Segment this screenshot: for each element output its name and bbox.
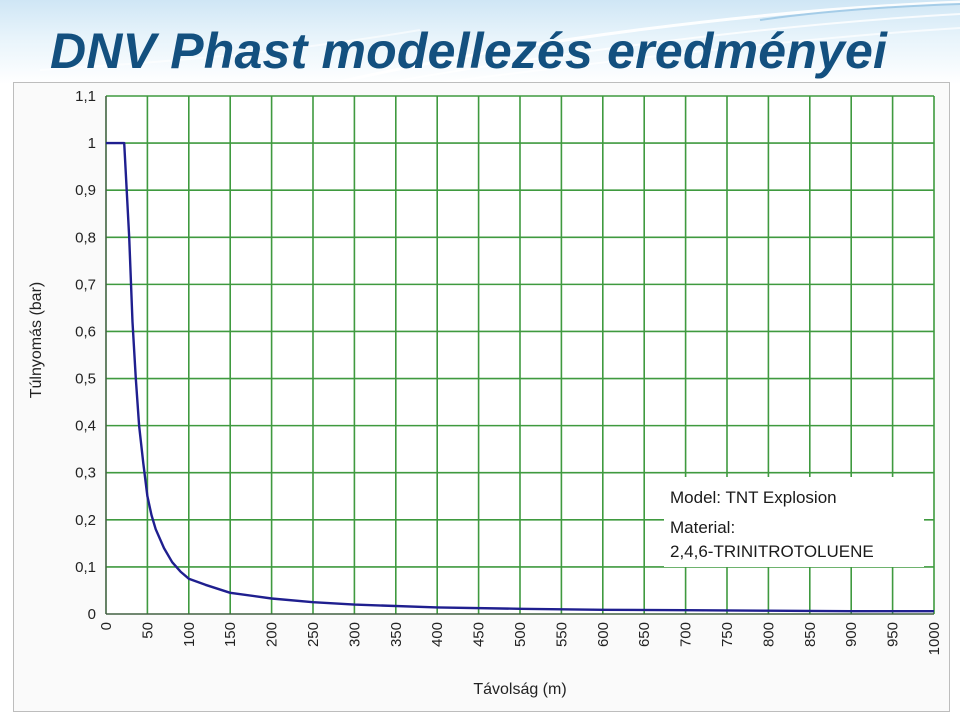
y-axis-label: Túlnyomás (bar) — [28, 282, 45, 398]
x-tick-label: 1000 — [926, 622, 943, 655]
y-tick-label: 0,3 — [75, 465, 96, 482]
y-tick-label: 0 — [88, 606, 96, 623]
x-tick-label: 0 — [98, 622, 115, 630]
x-tick-label: 450 — [471, 622, 488, 647]
x-tick-label: 300 — [346, 622, 363, 647]
x-tick-label: 700 — [678, 622, 695, 647]
chart-frame: 0 0,1 0,2 0,3 0,4 0,5 0,6 0,7 0,8 0,9 1 1,1 0 50 100 1… — [13, 82, 950, 712]
y-tick-labels: 0 0,1 0,2 0,3 0,4 0,5 0,6 0,7 0,8 0,9 1 1,1 — [75, 88, 96, 623]
annotation-material-name: 2,4,6-TRINITROTOLUENE — [670, 542, 874, 561]
series-line — [106, 141, 934, 613]
y-tick-label: 0,6 — [75, 323, 96, 340]
x-tick-label: 50 — [139, 622, 156, 639]
slide-header: DNV Phast modellezés eredményei — [0, 0, 960, 84]
x-tick-label: 400 — [429, 622, 446, 647]
x-tick-label: 350 — [388, 622, 405, 647]
x-tick-label: 800 — [760, 622, 777, 647]
x-tick-label: 600 — [595, 622, 612, 647]
annotation-model: Model: TNT Explosion — [670, 488, 837, 507]
x-tick-label: 950 — [885, 622, 902, 647]
x-tick-label: 500 — [512, 622, 529, 647]
x-tick-label: 200 — [264, 622, 281, 647]
y-tick-label: 0,5 — [75, 371, 96, 388]
annotation-material-label: Material: — [670, 518, 735, 537]
x-tick-label: 650 — [636, 622, 653, 647]
y-tick-label: 0,8 — [75, 229, 96, 246]
x-tick-label: 750 — [719, 622, 736, 647]
x-tick-labels: 0 50 100 150 200 250 300 350 400 450 500 550 600 650 7… — [98, 622, 943, 655]
y-tick-label: 0,1 — [75, 559, 96, 576]
y-tick-label: 0,9 — [75, 182, 96, 199]
x-tick-label: 250 — [305, 622, 322, 647]
y-tick-label: 0,2 — [75, 512, 96, 529]
y-tick-label: 1,1 — [75, 88, 96, 105]
y-tick-label: 1 — [88, 135, 96, 152]
x-tick-label: 550 — [553, 622, 570, 647]
x-tick-label: 150 — [222, 622, 239, 647]
annotation-background — [664, 477, 924, 567]
x-tick-label: 850 — [802, 622, 819, 647]
series-layer — [106, 141, 934, 613]
header-swoosh-decoration — [39, 0, 960, 84]
model-annotation: Model: TNT Explosion Material: 2,4,6-TRI… — [664, 477, 924, 567]
x-tick-label: 900 — [843, 622, 860, 647]
x-tick-label: 100 — [181, 622, 198, 647]
slide-title: DNV Phast modellezés eredményei — [50, 23, 888, 79]
overpressure-chart: 0 0,1 0,2 0,3 0,4 0,5 0,6 0,7 0,8 0,9 1 1,1 0 50 100 1… — [28, 88, 943, 698]
x-axis-label: Távolság (m) — [473, 681, 566, 698]
y-tick-label: 0,7 — [75, 276, 96, 293]
y-tick-label: 0,4 — [75, 418, 96, 435]
